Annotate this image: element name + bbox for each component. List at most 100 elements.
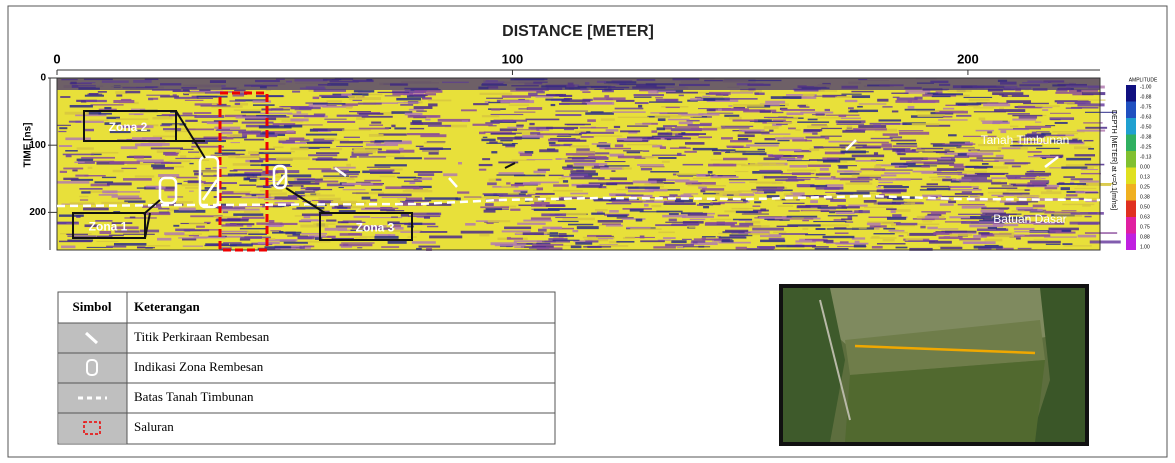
- texture: [1036, 148, 1060, 149]
- texture: [256, 222, 282, 224]
- texture: [904, 203, 915, 204]
- texture: [622, 167, 632, 169]
- texture: [70, 202, 95, 204]
- texture: [394, 127, 406, 129]
- texture: [129, 113, 144, 114]
- texture: [364, 180, 381, 182]
- texture: [772, 112, 783, 113]
- texture: [920, 226, 925, 229]
- texture: [1071, 107, 1098, 109]
- texture: [733, 119, 758, 121]
- texture: [938, 119, 967, 120]
- texture: [933, 93, 963, 95]
- texture: [917, 223, 939, 225]
- texture: [1018, 209, 1038, 210]
- texture: [594, 135, 623, 136]
- texture: [217, 207, 245, 209]
- texture: [404, 180, 422, 182]
- texture: [1014, 195, 1040, 197]
- texture: [702, 236, 716, 237]
- texture: [527, 159, 553, 160]
- colorbar-label: 0.88: [1140, 234, 1150, 240]
- texture: [899, 132, 929, 135]
- texture: [514, 240, 542, 242]
- texture: [932, 96, 951, 97]
- texture: [921, 172, 934, 174]
- texture: [292, 234, 300, 236]
- texture: [480, 197, 501, 198]
- texture: [921, 186, 949, 188]
- texture: [559, 235, 568, 237]
- texture: [121, 146, 138, 149]
- zone-label: Zona 1: [89, 220, 128, 234]
- texture: [697, 204, 703, 206]
- texture: [1061, 167, 1087, 169]
- texture: [182, 184, 213, 186]
- texture: [535, 96, 553, 98]
- texture: [1071, 178, 1093, 180]
- texture: [655, 97, 663, 98]
- colorbar-label: -0.13: [1140, 154, 1152, 160]
- texture: [787, 169, 816, 171]
- texture: [679, 95, 684, 97]
- texture: [83, 208, 109, 211]
- texture: [899, 130, 924, 131]
- texture: [728, 105, 732, 106]
- texture: [1045, 187, 1058, 189]
- texture: [606, 129, 619, 131]
- texture: [637, 164, 664, 166]
- texture: [749, 182, 775, 183]
- texture: [840, 241, 849, 243]
- texture: [658, 118, 666, 121]
- texture: [630, 228, 661, 230]
- texture: [718, 215, 729, 217]
- texture: [427, 141, 446, 142]
- texture: [817, 117, 843, 118]
- texture: [429, 236, 462, 239]
- texture: [739, 223, 753, 226]
- table-border: [58, 292, 555, 444]
- texture: [850, 110, 878, 112]
- texture: [1057, 183, 1086, 185]
- colorbar-label: 1.00: [1140, 244, 1150, 250]
- texture: [212, 103, 217, 105]
- texture: [783, 203, 805, 204]
- texture: [775, 179, 804, 181]
- aerial-photo: [779, 284, 1089, 446]
- texture: [945, 149, 950, 150]
- texture: [1004, 202, 1028, 205]
- texture: [583, 246, 611, 247]
- texture: [164, 189, 174, 192]
- texture: [777, 226, 798, 227]
- texture: [916, 149, 933, 151]
- texture: [816, 228, 826, 230]
- texture: [289, 183, 319, 185]
- texture: [157, 238, 171, 241]
- texture: [266, 116, 289, 117]
- texture: [185, 120, 197, 122]
- texture: [684, 151, 696, 153]
- texture: [412, 241, 436, 243]
- texture: [414, 106, 433, 109]
- texture: [663, 237, 676, 239]
- texture: [1034, 239, 1048, 240]
- texture: [671, 240, 686, 243]
- texture: [189, 191, 194, 192]
- texture: [223, 242, 242, 243]
- texture: [854, 210, 870, 213]
- texture: [628, 187, 660, 189]
- texture: [576, 151, 595, 152]
- texture: [745, 131, 770, 133]
- texture: [359, 113, 384, 115]
- texture: [533, 171, 546, 174]
- texture: [962, 177, 987, 180]
- texture: [260, 113, 292, 115]
- texture: [809, 159, 818, 161]
- texture: [185, 187, 198, 189]
- texture: [838, 166, 847, 169]
- texture: [365, 208, 398, 209]
- texture: [194, 112, 211, 114]
- texture: [874, 165, 881, 168]
- texture: [260, 190, 282, 192]
- texture: [799, 106, 809, 107]
